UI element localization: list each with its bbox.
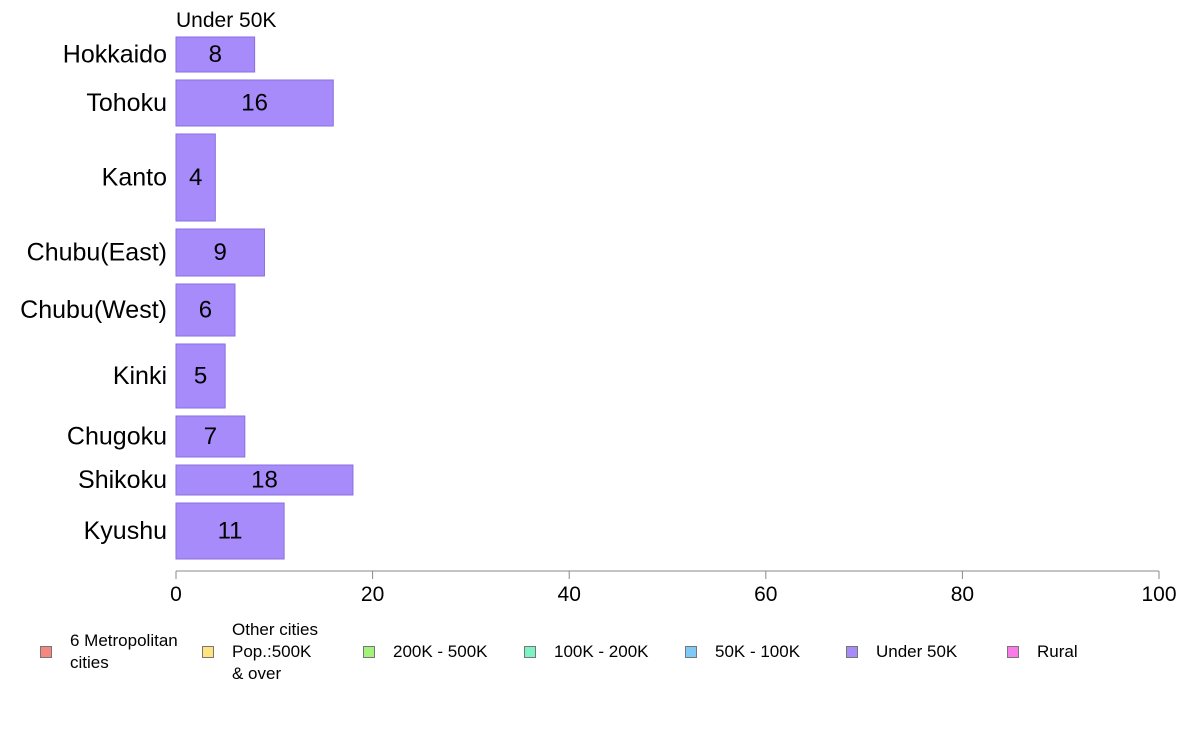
bar-value-label: 6 [199, 297, 212, 324]
legend-item: 50K - 100K [685, 641, 800, 663]
legend-item: 100K - 200K [524, 641, 649, 663]
legend-label: Other cities Pop.:500K & over [232, 620, 318, 683]
legend-label: 50K - 100K [715, 642, 801, 661]
bar-value-label: 8 [209, 41, 222, 68]
x-tick-label: 20 [361, 583, 384, 606]
category-label: Chugoku [67, 423, 167, 451]
legend-item: 6 Metropolitan cities [40, 630, 178, 674]
x-tick-label: 80 [951, 583, 974, 606]
legend-swatch [685, 646, 697, 658]
bar [175, 79, 334, 127]
category-label: Kanto [102, 164, 167, 192]
bar [175, 502, 285, 560]
bar [175, 228, 265, 277]
bar-value-label: 9 [214, 239, 227, 266]
bar-value-label: 7 [204, 423, 217, 450]
bar-chart: Under 50K Hokkaido 8 Tohoku 16 Kanto 4 Chubu(E… [20, 9, 1177, 606]
legend-swatch [1007, 646, 1019, 658]
legend-label: 200K - 500K [393, 642, 488, 661]
bar-value-label: 16 [241, 90, 268, 117]
legend-swatch [40, 646, 52, 658]
bar [175, 464, 354, 496]
bar [175, 283, 236, 337]
category-label: Chubu(East) [27, 239, 167, 267]
panel-title: Under 50K [176, 9, 276, 32]
bars-group: Hokkaido 8 Tohoku 16 Kanto 4 Chubu(East) 9 Chubu… [20, 36, 354, 560]
x-tick-label: 0 [170, 583, 182, 606]
legend-label: Under 50K [876, 642, 958, 661]
x-tick-label: 60 [754, 583, 777, 606]
category-label: Chubu(West) [20, 296, 167, 324]
category-label: Kyushu [84, 517, 167, 545]
legend-label: 100K - 200K [554, 642, 649, 661]
legend-swatch [202, 646, 214, 658]
bar-value-label: 11 [218, 518, 243, 545]
bar [175, 415, 246, 458]
legend: 6 Metropolitan cities Other cities Pop.:5… [40, 620, 1180, 690]
category-label: Hokkaido [63, 41, 167, 69]
category-label: Shikoku [78, 466, 167, 494]
bar [175, 133, 216, 222]
bar [175, 343, 226, 409]
category-label: Tohoku [86, 89, 167, 117]
legend-swatch [363, 646, 375, 658]
category-label: Kinki [113, 362, 167, 390]
legend-swatch [846, 646, 858, 658]
bar-value-label: 5 [194, 363, 207, 390]
x-axis: 0 20 40 60 80 100 [170, 570, 1177, 606]
legend-label: Rural [1037, 642, 1078, 661]
x-tick-label: 40 [558, 583, 581, 606]
bar [175, 36, 256, 73]
legend-swatch [524, 646, 536, 658]
bar-value-label: 18 [251, 467, 278, 494]
legend-item: 200K - 500K [363, 641, 488, 663]
bar-value-label: 4 [189, 164, 202, 191]
x-tick-label: 100 [1141, 583, 1176, 606]
legend-label: 6 Metropolitan cities [70, 631, 178, 672]
legend-item: Rural [1007, 641, 1078, 663]
legend-item: Under 50K [846, 641, 957, 663]
legend-item: Other cities Pop.:500K & over [202, 619, 318, 685]
